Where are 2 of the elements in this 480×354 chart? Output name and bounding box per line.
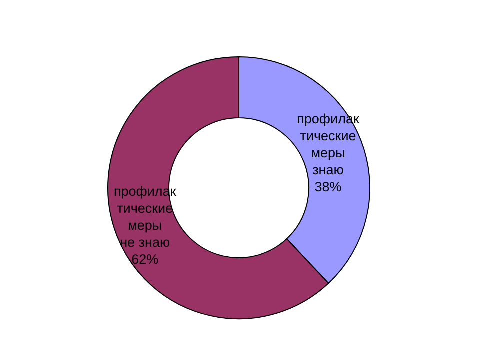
data-label: 38%: [314, 180, 342, 195]
data-label: 62%: [132, 252, 159, 268]
